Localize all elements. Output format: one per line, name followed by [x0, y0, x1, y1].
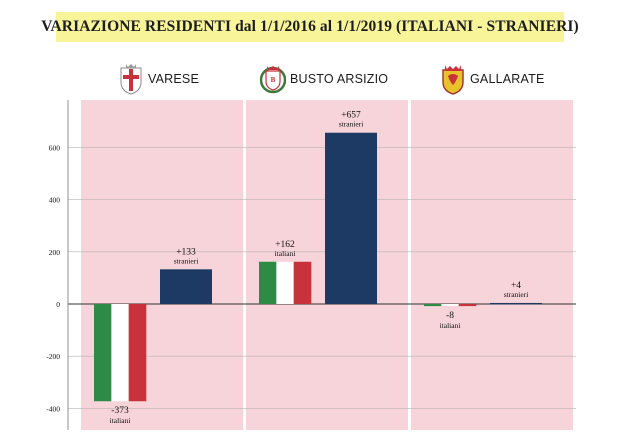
y-tick-label: 0	[56, 300, 60, 309]
city-name-gallarate: GALLARATE	[470, 72, 545, 86]
flag-stripe	[128, 304, 147, 402]
city-name-varese: VARESE	[148, 72, 199, 86]
bar-italiani-busto-arsizio	[259, 261, 312, 304]
bar-stranieri-gallarate	[490, 302, 542, 305]
bar-stranieri-busto-arsizio	[325, 132, 377, 304]
varese-crest-icon	[120, 64, 142, 95]
y-tick-label: 200	[49, 248, 61, 257]
chart-title: VARIAZIONE RESIDENTI dal 1/1/2016 al 1/1…	[41, 18, 579, 35]
y-tick-label: -200	[46, 352, 60, 361]
data-label-italiani-varese: -373	[111, 406, 129, 416]
y-tick-label: 600	[49, 144, 61, 153]
data-sublabel-italiani-gallarate: italiani	[440, 321, 461, 330]
data-label-italiani-busto-arsizio: +162	[275, 240, 295, 250]
panel-gallarate	[411, 100, 573, 430]
flag-stripe	[276, 261, 294, 304]
data-label-stranieri-varese: +133	[176, 247, 196, 257]
data-label-stranieri-busto-arsizio: +657	[341, 111, 361, 121]
data-sublabel-stranieri-busto-arsizio: stranieri	[339, 120, 364, 129]
bar-italiani-varese	[94, 304, 147, 402]
city-header-gallarate: GALLARATE	[440, 62, 545, 96]
y-tick-label: 400	[49, 196, 61, 205]
busto-arsizio-crest-icon: B	[260, 66, 286, 94]
flag-stripe	[293, 261, 312, 304]
flag-stripe	[441, 304, 459, 307]
city-header-varese: VARESE	[118, 62, 199, 96]
data-sublabel-stranieri-gallarate: stranieri	[504, 290, 529, 299]
gallarate-crest-icon	[442, 65, 464, 95]
flag-stripe	[111, 304, 129, 402]
data-label-italiani-gallarate: -8	[446, 311, 454, 321]
data-label-stranieri-gallarate: +4	[511, 281, 521, 291]
flag-stripe	[424, 304, 442, 307]
flag-stripe	[259, 261, 277, 304]
svg-text:B: B	[271, 76, 276, 84]
flag-stripe	[458, 304, 477, 307]
city-name-busto-arsizio: BUSTO ARSIZIO	[290, 72, 389, 86]
y-tick-label: -400	[46, 404, 60, 413]
data-sublabel-stranieri-varese: stranieri	[174, 256, 199, 265]
data-sublabel-italiani-varese: italiani	[110, 416, 131, 425]
chart-title-box: VARIAZIONE RESIDENTI dal 1/1/2016 al 1/1…	[41, 12, 579, 42]
bar-italiani-gallarate	[424, 304, 477, 307]
bar-stranieri-varese	[160, 269, 212, 304]
city-header-busto-arsizio: B BUSTO ARSIZIO	[260, 62, 388, 96]
flag-stripe	[94, 304, 112, 402]
data-sublabel-italiani-busto-arsizio: italiani	[275, 249, 296, 258]
